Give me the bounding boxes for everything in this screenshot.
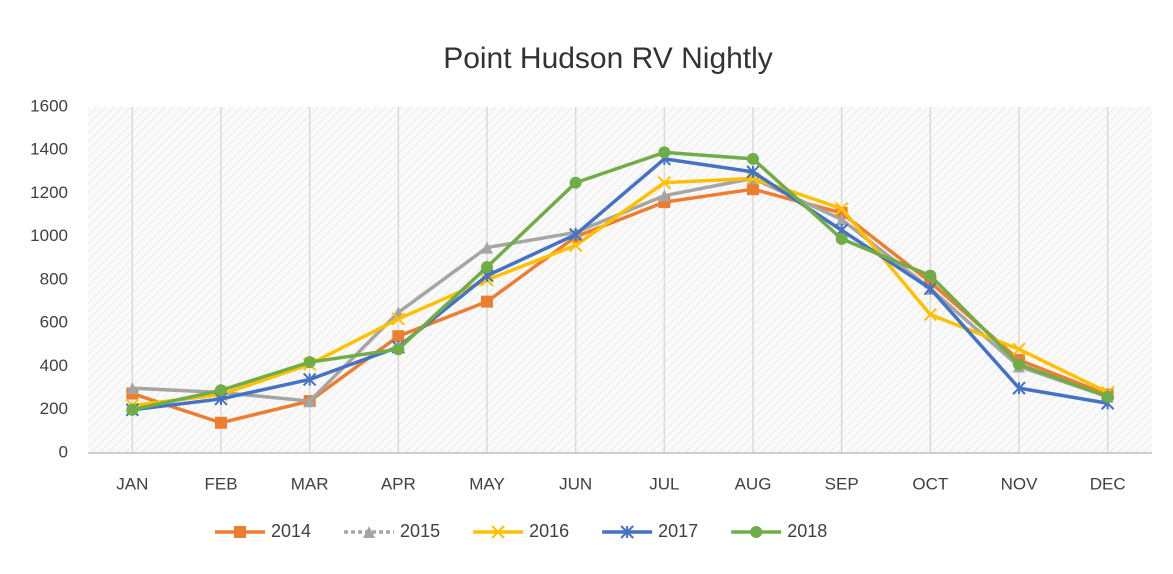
- marker: [747, 152, 759, 165]
- x-tick-label: NOV: [1001, 474, 1039, 493]
- legend-label: 2014: [271, 521, 311, 541]
- marker: [657, 175, 672, 190]
- y-tick-label: 1600: [30, 96, 68, 115]
- marker: [303, 356, 316, 369]
- marker: [126, 382, 139, 395]
- marker: [620, 525, 634, 539]
- marker: [391, 312, 406, 326]
- x-tick-label: JUL: [649, 474, 679, 493]
- marker: [658, 189, 671, 202]
- marker: [481, 261, 493, 274]
- x-tick-label: AUG: [735, 474, 772, 493]
- marker: [750, 526, 763, 538]
- marker: [924, 269, 937, 282]
- series-line: [132, 157, 1108, 412]
- x-tick-label: APR: [381, 474, 416, 493]
- y-tick-label: 600: [40, 313, 68, 332]
- marker: [481, 295, 493, 308]
- legend-label: 2015: [400, 521, 440, 541]
- marker: [658, 146, 671, 159]
- marker: [302, 372, 317, 387]
- marker: [835, 232, 848, 245]
- marker: [126, 403, 139, 416]
- legend-label: 2016: [529, 521, 569, 541]
- series-line: [132, 176, 1109, 408]
- y-tick-label: 0: [59, 442, 68, 461]
- marker: [1012, 342, 1026, 356]
- marker: [1012, 381, 1026, 395]
- marker: [303, 395, 316, 408]
- marker: [835, 213, 848, 226]
- marker: [363, 526, 376, 538]
- marker: [746, 165, 760, 179]
- x-tick-label: SEP: [825, 474, 859, 493]
- marker: [234, 526, 246, 538]
- marker: [923, 281, 938, 296]
- marker: [569, 176, 582, 189]
- y-tick-label: 800: [40, 269, 68, 288]
- legend-label: 2017: [658, 521, 698, 541]
- plot-background: [88, 107, 1152, 453]
- marker: [1101, 390, 1114, 403]
- y-tick-label: 200: [40, 399, 68, 418]
- x-tick-label: FEB: [204, 474, 237, 493]
- marker: [481, 241, 493, 254]
- series-line: [131, 150, 1109, 412]
- x-tick-label: DEC: [1090, 474, 1126, 493]
- chart-title: Point Hudson RV Nightly: [443, 42, 773, 75]
- y-tick-label: 400: [40, 356, 68, 375]
- y-tick-label: 1400: [30, 140, 68, 159]
- marker: [392, 343, 405, 356]
- marker: [834, 201, 849, 216]
- marker: [392, 330, 405, 343]
- x-tick-label: MAY: [469, 474, 505, 493]
- y-tick-label: 1000: [30, 226, 68, 245]
- marker: [491, 525, 505, 539]
- marker: [568, 227, 583, 242]
- series-line: [131, 187, 1109, 425]
- marker: [1013, 358, 1025, 371]
- marker: [747, 183, 759, 196]
- legend-label: 2018: [787, 521, 827, 541]
- marker: [568, 238, 583, 253]
- marker: [215, 384, 227, 397]
- x-tick-label: OCT: [912, 474, 948, 493]
- marker: [215, 416, 227, 429]
- marker: [923, 307, 938, 322]
- x-tick-label: JAN: [116, 474, 148, 493]
- y-tick-label: 1200: [30, 183, 68, 202]
- x-tick-label: MAR: [291, 474, 329, 493]
- x-tick-label: JUN: [559, 474, 592, 493]
